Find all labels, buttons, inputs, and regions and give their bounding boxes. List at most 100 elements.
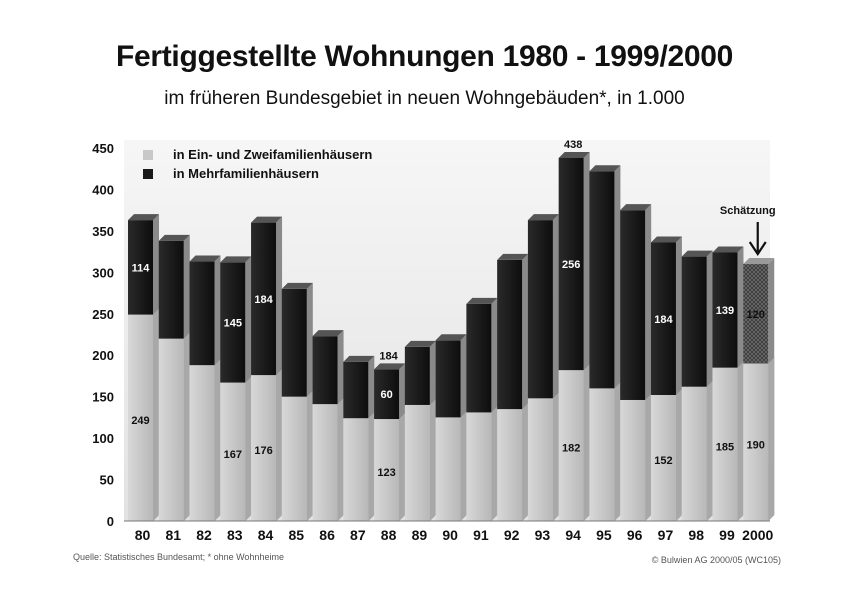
x-tick-label: 99 [719, 527, 735, 543]
bar-side [368, 412, 375, 521]
bar-top [220, 256, 252, 263]
bar-side [183, 332, 190, 521]
y-tick-label: 350 [92, 224, 114, 239]
bar-segment-ein-92 [497, 409, 523, 521]
bar-segment-ein-94 [558, 370, 584, 521]
x-tick-label: 83 [227, 527, 243, 543]
bar-segment-ein-96 [620, 399, 646, 521]
x-tick-label: 92 [504, 527, 520, 543]
bar-segment-mehr-85 [281, 288, 307, 397]
bar-top [251, 216, 283, 223]
bar-segment-mehr-87 [343, 361, 369, 419]
bar-side [399, 413, 406, 521]
bar-top [712, 246, 744, 253]
bar-side [645, 393, 652, 521]
x-tick-label: 82 [196, 527, 212, 543]
bar-side [491, 406, 498, 521]
bar-top [681, 250, 713, 257]
bar-segment-mehr-83 [220, 262, 246, 383]
source-note: Quelle: Statistisches Bundesamt; * ohne … [73, 552, 284, 562]
x-tick-label: 97 [658, 527, 674, 543]
bar-segment-ein-86 [312, 404, 338, 521]
bar-side [337, 398, 344, 521]
data-label: 139 [716, 305, 734, 317]
bar-segment-mehr-97 [650, 242, 676, 396]
y-tick-label: 400 [92, 182, 114, 197]
bar-segment-mehr-89 [404, 346, 430, 405]
bar-top [404, 340, 436, 347]
bar-segment-ein-89 [404, 404, 430, 521]
data-label: 120 [747, 309, 765, 321]
bar-top [497, 253, 529, 260]
x-tick-label: 80 [135, 527, 151, 543]
data-label: 114 [132, 262, 151, 274]
bar-segment-mehr-86 [312, 336, 338, 405]
bar-side [306, 390, 313, 521]
bar-segment-mehr-90 [435, 340, 461, 418]
bar-segment-mehr-84 [251, 222, 277, 376]
x-tick-label: 96 [627, 527, 643, 543]
x-tick-label: 2000 [742, 527, 773, 543]
bar-top [343, 355, 375, 362]
bar-top [158, 234, 190, 241]
bar-side [522, 403, 529, 521]
data-label: 184 [654, 314, 673, 326]
bar-segment-ein-95 [589, 388, 615, 521]
bar-top [189, 255, 221, 262]
x-tick-label: 91 [473, 527, 489, 543]
bar-side [552, 392, 559, 521]
legend-label-mehr: in Mehrfamilienhäusern [173, 166, 319, 181]
bar-segment-ein-98 [681, 386, 707, 521]
bar-top [281, 282, 313, 289]
bar-segment-mehr-88 [374, 369, 400, 420]
x-tick-label: 88 [381, 527, 397, 543]
bar-segment-ein-93 [527, 398, 553, 521]
data-label: 145 [224, 317, 242, 329]
x-tick-label: 85 [289, 527, 305, 543]
chart-subtitle: im früheren Bundesgebiet in neuen Wohnge… [164, 88, 685, 109]
bar-side [245, 376, 252, 521]
bar-side [614, 382, 621, 521]
y-tick-label: 450 [92, 141, 114, 156]
copyright-note: © Bulwien AG 2000/05 (WC105) [651, 555, 781, 565]
bar-segment-ein-97 [650, 395, 676, 521]
bar-side [214, 359, 221, 521]
bar-segment-mehr-81 [158, 240, 184, 339]
bar-segment-mehr-82 [189, 261, 215, 366]
bar-side [460, 411, 467, 521]
data-label: 256 [562, 259, 580, 271]
legend-swatch-ein [143, 150, 153, 160]
data-label: 249 [131, 415, 149, 427]
bar-segment-mehr-99 [712, 252, 738, 368]
y-tick-label: 300 [92, 265, 114, 280]
bar-segment-ein-80 [128, 314, 153, 521]
bar-top [374, 363, 406, 370]
bar-segment-mehr-80 [128, 220, 153, 315]
bar-segment-ein-99 [712, 367, 738, 521]
y-tick-label: 200 [92, 348, 114, 363]
y-tick-label: 50 [100, 473, 114, 488]
bar-top [620, 204, 652, 211]
bar-segment-ein-82 [189, 365, 215, 521]
estimate-annotation: Schätzung [720, 205, 776, 217]
bar-segment-ein-88 [374, 419, 400, 521]
bar-top [558, 151, 590, 158]
bar-top [466, 297, 498, 304]
data-label: 152 [654, 455, 672, 467]
total-label: 184 [379, 350, 398, 362]
annotation-arrowhead [748, 241, 767, 257]
legend-label-ein: in Ein- und Zweifamilienhäusern [173, 147, 372, 162]
x-tick-label: 93 [535, 527, 551, 543]
legend-swatch-mehr [143, 169, 153, 179]
data-label: 182 [562, 443, 580, 455]
bar-segment-ein-83 [220, 382, 246, 521]
bar-segment-mehr-92 [497, 259, 523, 410]
bar-segment-mehr-2000 [743, 264, 769, 364]
bar-side [737, 361, 744, 521]
bar-side [153, 308, 159, 521]
data-label: 184 [254, 294, 273, 306]
x-tick-label: 87 [350, 527, 366, 543]
bar-top [128, 214, 159, 221]
bar-side [675, 389, 682, 521]
